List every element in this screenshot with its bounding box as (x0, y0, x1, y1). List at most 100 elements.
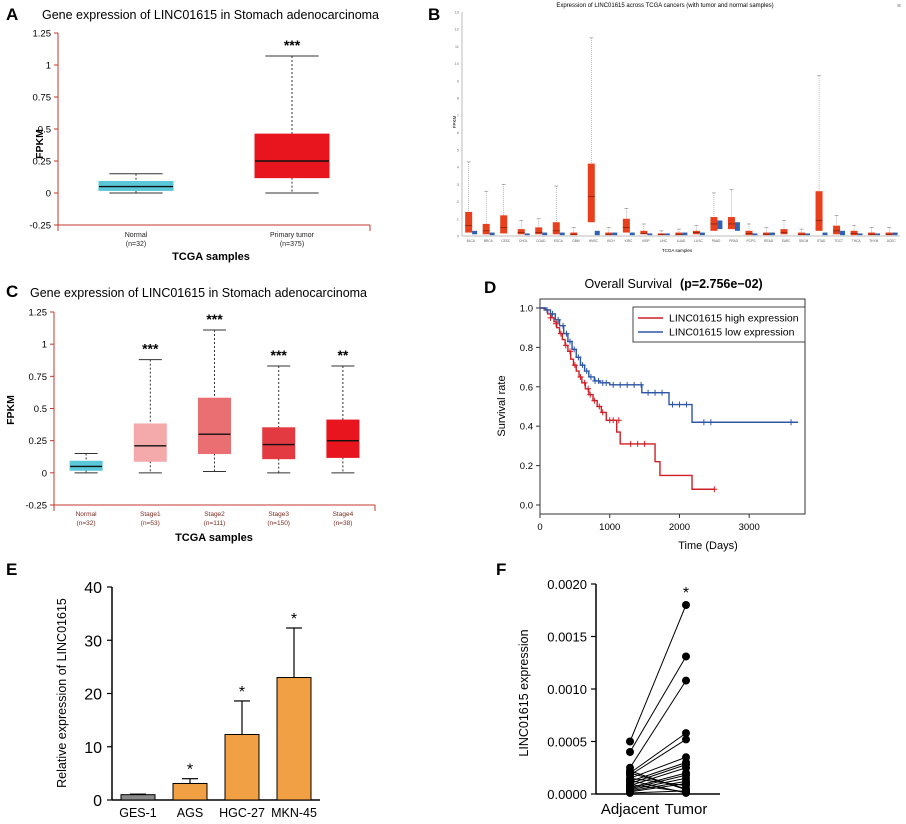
tumor-point (682, 788, 690, 797)
panel-label-f: F (496, 560, 506, 579)
x-tick-label: 2000 (669, 522, 690, 533)
category-label: GES-1 (119, 806, 157, 820)
box-normal (857, 233, 863, 236)
box-normal (892, 232, 898, 236)
pair-line (629, 604, 687, 742)
significance-star: * (291, 611, 297, 628)
category-label: Stage2 (204, 511, 225, 518)
censor-mark (571, 362, 578, 369)
censor-mark (555, 316, 562, 323)
censor-mark (599, 409, 606, 416)
category-label: THCA (852, 239, 862, 243)
category-label: KICH (607, 239, 615, 243)
category-label: Stage3 (268, 511, 289, 518)
category-label: LUAD (677, 239, 686, 243)
category-n: (n=53) (141, 520, 160, 527)
panel-label-d: D (484, 278, 496, 297)
box-2 (198, 397, 231, 455)
pair-line (629, 780, 687, 792)
category-label: Tumor (665, 801, 708, 818)
box-tumor (640, 230, 648, 235)
x-tick-label: 1000 (599, 522, 620, 533)
plot-frame (539, 298, 806, 515)
censor-mark (547, 314, 554, 321)
censor-mark (596, 403, 603, 410)
category-n: (n=32) (126, 241, 146, 248)
censor-mark (669, 401, 676, 408)
censor-mark (595, 377, 602, 384)
category-label: KIRP (642, 239, 649, 243)
censor-mark (553, 320, 560, 327)
box-normal (612, 232, 618, 236)
legend-label-1: LINC01615 low expression (669, 327, 795, 339)
y-tick-label: 10 (84, 740, 102, 757)
censor-mark (707, 419, 714, 426)
y-tick-label: 13 (455, 10, 460, 15)
category-label: Normal (76, 511, 98, 518)
box-normal (594, 230, 600, 236)
y-tick-label: 0.0000 (547, 787, 587, 802)
pair-line (629, 779, 687, 794)
censor-mark (587, 373, 594, 380)
category-n: (n=375) (280, 241, 304, 248)
category-label: UCEC (887, 239, 897, 243)
y-tick-label: 1 (46, 61, 51, 72)
censor-mark (603, 379, 610, 386)
significance-stars: *** (142, 341, 159, 357)
censor-mark (610, 381, 617, 388)
tumor-point (682, 601, 690, 609)
tumor-point (682, 652, 690, 661)
category-label: SKCM (799, 239, 809, 243)
y-tick-label: 0.4 (520, 422, 533, 433)
pair-line (629, 732, 687, 774)
pair-line (629, 738, 687, 776)
y-tick-label: 0 (457, 234, 460, 239)
panel-label-e: E (6, 560, 17, 579)
box-normal (524, 233, 530, 236)
box-1 (133, 423, 167, 462)
censor-mark (624, 381, 631, 388)
box-tumor (605, 232, 613, 236)
censor-mark (591, 397, 598, 404)
adjacent-point (626, 766, 634, 775)
censor-mark (676, 401, 683, 408)
y-tick-label: 0.25 (29, 436, 48, 447)
y-tick-label: 3 (457, 182, 460, 187)
box-4 (326, 419, 360, 458)
category-label: BLCA (467, 239, 476, 243)
panel-e-ylabel: Relative expression of LINC01615 (55, 598, 69, 788)
censor-mark (652, 389, 659, 396)
significance-stars: *** (271, 347, 288, 363)
pair-line (629, 783, 687, 793)
box-tumor (570, 232, 578, 236)
censor-mark (645, 389, 652, 396)
significance-star: * (683, 585, 689, 602)
censor-mark (581, 379, 588, 386)
y-tick-label: 0 (42, 468, 47, 479)
y-tick-label: 0.2 (520, 461, 533, 472)
panel-d-pvalue: (p=2.756e−02) (680, 277, 763, 291)
y-tick-label: 5 (457, 147, 460, 152)
censor-mark (585, 385, 592, 392)
category-label: LUSC (694, 239, 703, 243)
panel-c-boxplot: Gene expression of LINC01615 in Stomach … (5, 286, 376, 544)
censor-mark (583, 368, 590, 375)
panel-a-xlabel: TCGA samples (172, 251, 250, 263)
box-normal (699, 232, 705, 236)
bar-2 (224, 734, 260, 801)
box-normal (804, 233, 810, 236)
censor-mark (617, 381, 624, 388)
box-normal (542, 232, 548, 236)
box-tumor (727, 217, 735, 230)
y-tick-label: 11 (455, 44, 460, 49)
survival-curve-1 (540, 307, 799, 423)
survival-curve-0 (540, 307, 715, 490)
censor-mark (549, 310, 556, 317)
pair-line (629, 770, 687, 791)
bar-0 (120, 794, 156, 801)
censor-mark (638, 381, 645, 388)
box-normal (647, 233, 653, 236)
y-tick-label: 10 (455, 61, 460, 66)
legend-label-0: LINC01615 high expression (669, 313, 799, 325)
